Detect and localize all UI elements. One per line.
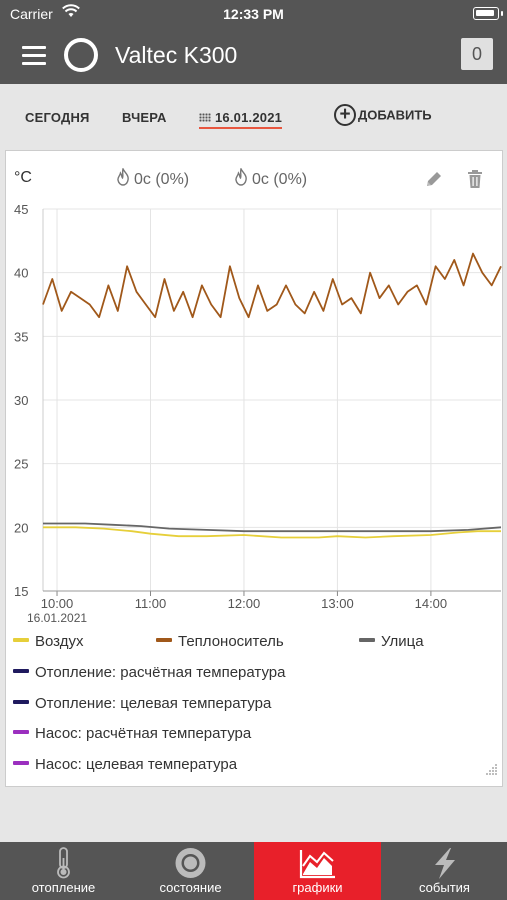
legend-item[interactable]: Отопление: расчётная температура <box>13 664 285 681</box>
series-line-1 <box>42 252 502 319</box>
bottom-navigation: отопление состояние графики события <box>0 842 507 900</box>
x-tick-label: 12:00 <box>228 596 261 611</box>
flame-icon <box>234 167 248 191</box>
y-tick-label: 40 <box>14 266 28 281</box>
legend-label: Отопление: расчётная температура <box>35 664 286 681</box>
device-status-icon <box>64 38 98 72</box>
flame-icon <box>116 167 130 191</box>
x-tick-label: 11:00 <box>135 596 167 611</box>
legend-swatch <box>13 761 29 765</box>
legend-label: Воздух <box>35 633 84 650</box>
heating-stat-1-value: 0с (0%) <box>134 171 190 188</box>
nav-charts[interactable]: графики <box>254 842 381 900</box>
y-tick-label: 20 <box>14 520 28 535</box>
y-tick-label: 35 <box>14 329 28 344</box>
wifi-icon <box>62 4 80 21</box>
menu-icon[interactable] <box>22 46 46 66</box>
nav-heating-label: отопление <box>31 880 96 895</box>
trash-icon[interactable] <box>466 169 484 194</box>
legend-label: Теплоноситель <box>178 633 284 650</box>
nav-events[interactable]: события <box>381 842 507 900</box>
tab-date-label: 16.01.2021 <box>215 110 283 125</box>
chart-card: °C 0с (0%) 0с (0%) 45 40 35 30 25 20 15 10:00 16… <box>5 150 503 787</box>
period-tabs: СЕГОДНЯ ВЧЕРА 16.01.2021 + ДОБАВИТЬ <box>0 84 507 144</box>
calendar-icon <box>199 113 211 122</box>
chart-icon <box>254 846 381 880</box>
nav-events-label: события <box>419 880 470 895</box>
clock: 12:33 PM <box>223 6 284 22</box>
status-ring-icon <box>127 846 254 880</box>
legend-item[interactable]: Улица <box>359 633 424 650</box>
heating-stat-2: 0с (0%) <box>234 167 308 191</box>
y-tick-label: 30 <box>14 393 28 408</box>
nav-heating[interactable]: отопление <box>0 842 127 900</box>
lightning-icon <box>381 846 507 880</box>
x-tick-label: 13:00 <box>321 596 354 611</box>
battery-icon <box>473 7 503 20</box>
nav-status-label: состояние <box>159 880 222 895</box>
plus-circle-icon: + <box>334 104 356 126</box>
legend-label: Насос: расчётная температура <box>35 725 252 742</box>
tab-date[interactable]: 16.01.2021 <box>199 110 283 129</box>
thermometer-icon <box>0 846 127 880</box>
heating-stat-2-value: 0с (0%) <box>252 171 308 188</box>
legend-item[interactable]: Насос: расчётная температура <box>13 725 251 742</box>
app-header: Valtec K300 0 <box>0 28 507 84</box>
legend-item[interactable]: Воздух <box>13 633 83 650</box>
series-line-2 <box>43 522 502 533</box>
add-button-label: ДОБАВИТЬ <box>358 107 432 123</box>
y-tick-label: 15 <box>14 584 28 599</box>
legend-item[interactable]: Теплоноситель <box>156 633 284 650</box>
series-line-0 <box>43 526 501 539</box>
notification-counter[interactable]: 0 <box>461 38 493 70</box>
x-tick-label: 10:00 <box>41 596 74 611</box>
nav-status[interactable]: состояние <box>127 842 254 900</box>
tab-today[interactable]: СЕГОДНЯ <box>25 110 90 125</box>
nav-charts-label: графики <box>292 880 343 895</box>
legend-swatch <box>13 730 29 734</box>
legend-swatch <box>13 669 29 673</box>
legend-swatch <box>359 638 375 642</box>
x-tick-label: 14:00 <box>415 596 448 611</box>
carrier-label: Carrier <box>10 6 53 22</box>
y-tick-label: 25 <box>14 457 28 472</box>
legend-item[interactable]: Насос: целевая температура <box>13 756 237 773</box>
status-bar: Carrier 12:33 PM <box>0 0 507 28</box>
add-chart-button[interactable]: + ДОБАВИТЬ <box>334 104 432 126</box>
legend-label: Улица <box>381 633 424 650</box>
legend-item[interactable]: Отопление: целевая температура <box>13 695 271 712</box>
unit-label: °C <box>14 169 32 186</box>
y-tick-label: 45 <box>14 202 28 217</box>
heating-stat-1: 0с (0%) <box>116 167 190 191</box>
x-tick-sublabel: 16.01.2021 <box>27 611 87 625</box>
tab-yesterday[interactable]: ВЧЕРА <box>122 110 167 125</box>
resize-handle-icon[interactable] <box>484 763 498 782</box>
legend-label: Насос: целевая температура <box>35 756 238 773</box>
legend-swatch <box>156 638 172 642</box>
pencil-icon[interactable] <box>424 169 444 194</box>
legend-swatch <box>13 700 29 704</box>
legend-swatch <box>13 638 29 642</box>
page-title: Valtec K300 <box>115 42 238 68</box>
legend-label: Отопление: целевая температура <box>35 695 272 712</box>
